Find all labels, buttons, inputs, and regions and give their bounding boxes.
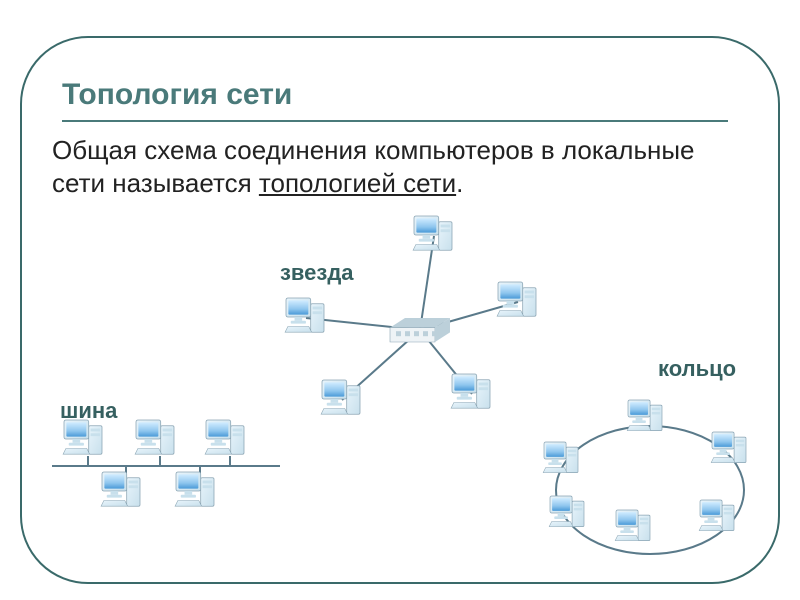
- body-text: Общая схема соединения компьютеров в лок…: [52, 134, 752, 201]
- label-ring: кольцо: [658, 356, 736, 382]
- body-term: топологией сети: [259, 168, 456, 198]
- label-bus: шина: [60, 398, 117, 424]
- slide-title: Топология сети: [62, 78, 292, 112]
- label-star: звезда: [280, 260, 354, 286]
- title-underline: [62, 120, 728, 122]
- body-post: .: [456, 168, 463, 198]
- slide-frame: [20, 36, 780, 584]
